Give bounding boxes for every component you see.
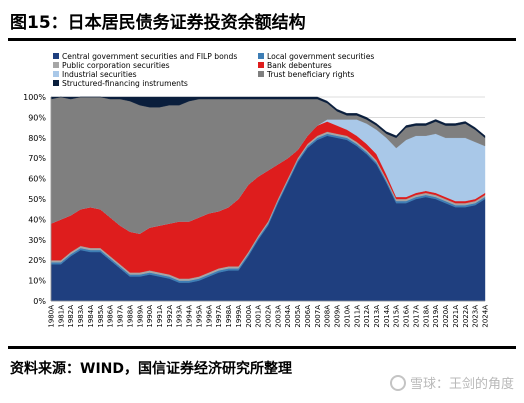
series-area [50,96,486,139]
x-tick-label: 2007A [314,305,322,328]
y-tick-label: 0% [33,297,46,306]
legend-label: Central government securities and FILP b… [62,52,237,61]
x-tick-label: 1986A [107,305,115,328]
watermark: 雪球：王剑的角度 [389,373,514,392]
y-tick-label: 10% [28,277,46,286]
source-rule [8,346,516,349]
chart-title: 图15：日本居民债务证券投资余额结构 [10,13,306,33]
x-tick-label: 2006A [304,305,312,328]
x-tick-label: 1999A [235,305,243,328]
x-tick-label: 2019A [432,305,440,328]
x-tick-label: 2002A [265,305,273,328]
x-tick-label: 2003A [274,305,282,328]
x-tick-label: 2012A [363,305,371,328]
x-tick-label: 1987A [117,305,125,328]
x-tick-label: 1996A [205,305,213,328]
axes: 0%10%20%30%40%50%60%70%80%90%100%1980A 19… [23,93,489,328]
x-tick-label: 2001A [255,305,263,328]
x-tick-label: 2005A [294,305,302,328]
x-tick-label: 2021A [452,305,460,328]
x-tick-label: 1983A [77,305,85,328]
x-tick-label: 2022A [462,305,470,328]
x-tick-label: 1988A [126,305,134,328]
legend-swatch [53,80,59,86]
legend-label: Structured-financing instruments [62,79,188,88]
x-tick-label: 1993A [176,305,184,328]
x-tick-label: 2011A [353,305,361,328]
legend-label: Industrial securities [62,70,137,79]
legend-label: Bank debentures [267,61,332,70]
x-tick-label: 1981A [57,305,65,328]
y-tick-label: 100% [23,93,46,102]
legend: Central government securities and FILP b… [53,52,374,88]
x-tick-label: 2000A [245,305,253,328]
plot-area [50,96,486,302]
snowball-icon [389,375,406,391]
y-tick-label: 40% [28,215,46,224]
x-tick-label: 1990A [146,305,154,328]
x-tick-label: 1998A [225,305,233,328]
y-tick-label: 80% [28,134,46,143]
legend-swatch [53,62,59,68]
x-tick-label: 2017A [412,305,420,328]
x-tick-label: 1997A [215,305,223,328]
legend-swatch [53,53,59,59]
y-tick-label: 70% [28,154,46,163]
x-tick-label: 1984A [87,305,95,328]
legend-label: Public corporation securities [62,61,170,70]
x-tick-label: 2015A [393,305,401,328]
x-tick-label: 2010A [343,305,351,328]
x-tick-label: 2004A [284,305,292,328]
y-tick-label: 30% [28,236,46,245]
x-tick-label: 1994A [186,305,194,328]
legend-swatch [258,53,264,59]
x-tick-label: 2013A [373,305,381,328]
chart-svg: Central government securities and FILP b… [23,52,489,328]
x-tick-label: 2020A [442,305,450,328]
x-tick-label: 1995A [195,305,203,328]
x-tick-label: 2014A [383,305,391,328]
x-tick-label: 1985A [97,305,105,328]
x-tick-label: 1991A [156,305,164,328]
y-tick-label: 60% [28,175,46,184]
legend-swatch [53,71,59,77]
legend-swatch [258,71,264,77]
x-tick-label: 1980A [48,305,56,328]
source-note: 资料来源：WIND，国信证券经济研究所整理 [10,361,292,377]
y-tick-label: 50% [28,195,46,204]
legend-label: Trust beneficiary rights [266,70,354,79]
title-rule [8,38,516,41]
x-tick-label: 2008A [324,305,332,328]
legend-swatch [258,62,264,68]
x-tick-label: 2023A [472,305,480,328]
x-tick-label: 1992A [166,305,174,328]
x-tick-label: 2016A [403,305,411,328]
x-tick-label: 2018A [422,305,430,328]
y-tick-label: 20% [28,256,46,265]
legend-label: Local government securities [267,52,374,61]
x-tick-label: 1982A [67,305,75,328]
x-tick-label: 2024A [482,305,490,328]
x-tick-label: 2009A [334,305,342,328]
watermark-text: 雪球：王剑的角度 [409,377,514,392]
y-tick-label: 90% [28,113,46,122]
x-tick-label: 1989A [136,305,144,328]
